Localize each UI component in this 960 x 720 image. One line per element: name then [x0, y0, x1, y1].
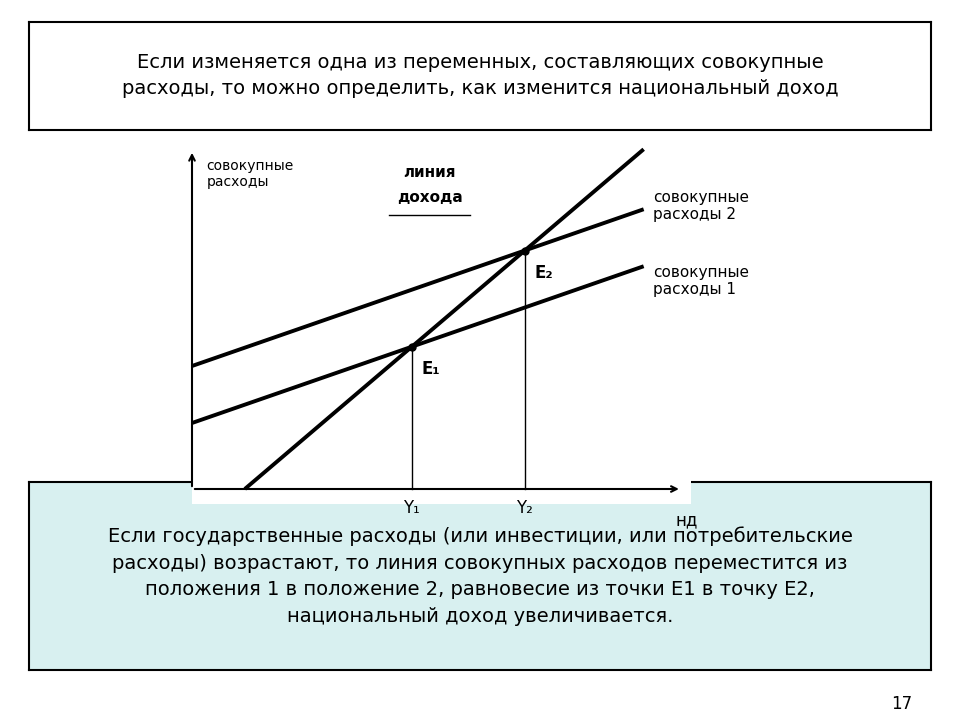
Text: Y₁: Y₁	[403, 499, 420, 517]
Text: совокупные
расходы: совокупные расходы	[206, 159, 294, 189]
Text: дохода: дохода	[396, 191, 463, 205]
Text: совокупные
расходы 2: совокупные расходы 2	[653, 190, 749, 222]
Text: линия: линия	[403, 165, 456, 180]
Text: совокупные
расходы 1: совокупные расходы 1	[653, 265, 749, 297]
Text: нд: нд	[675, 511, 698, 529]
Text: Y₂: Y₂	[516, 499, 533, 517]
Text: E₂: E₂	[535, 264, 553, 282]
Text: 17: 17	[891, 695, 912, 713]
Text: Если государственные расходы (или инвестиции, или потребительские
расходы) возра: Если государственные расходы (или инвест…	[108, 526, 852, 626]
Text: E₁: E₁	[421, 360, 440, 378]
Text: Если изменяется одна из переменных, составляющих совокупные
расходы, то можно оп: Если изменяется одна из переменных, сост…	[122, 53, 838, 99]
